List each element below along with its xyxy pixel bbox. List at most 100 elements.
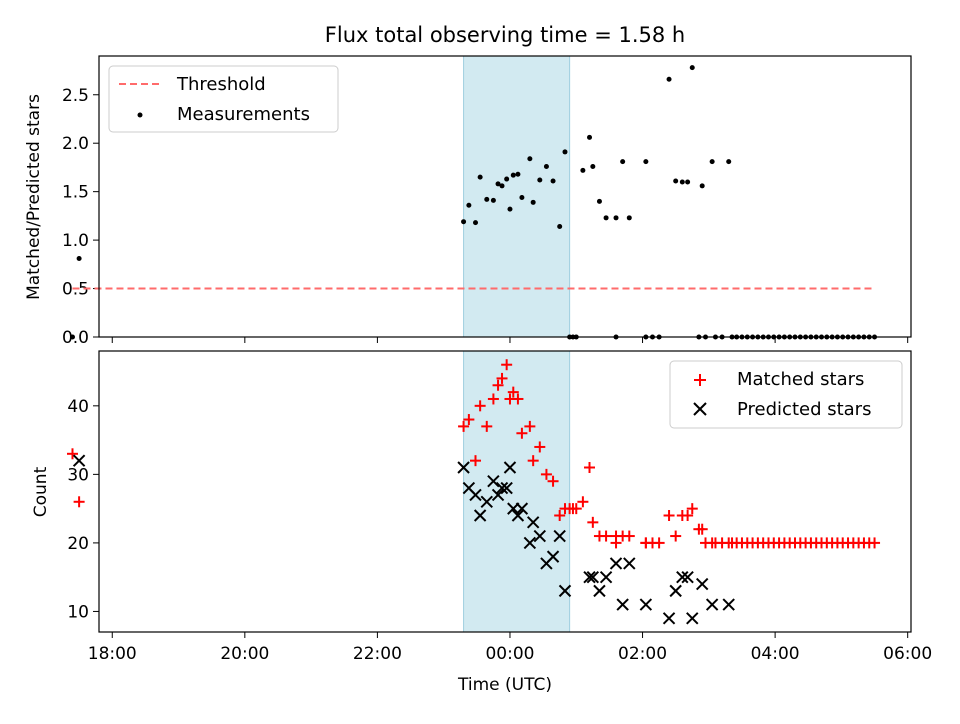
matched-star-point xyxy=(66,448,78,460)
measurement-point xyxy=(550,178,556,184)
measurement-point xyxy=(673,178,679,184)
matched-star-point xyxy=(481,420,493,432)
measurement-point xyxy=(666,76,672,82)
matched-star-point xyxy=(577,496,589,508)
matched-star-point xyxy=(623,530,635,542)
top-y-axis-label: Matched/Predicted stars xyxy=(24,94,44,300)
x-tick-label: 04:00 xyxy=(751,644,800,664)
matched-star-point xyxy=(540,468,552,480)
x-tick-label: 06:00 xyxy=(883,644,932,664)
matched-star-point xyxy=(534,441,546,453)
measurement-point xyxy=(587,134,593,140)
matched-star-point xyxy=(700,537,712,549)
predicted-star-point xyxy=(583,570,596,584)
predicted-star-point xyxy=(495,481,509,495)
predicted-star-point xyxy=(722,598,735,611)
ratio-panel: Flux total observing time = 1.58 h Match… xyxy=(24,23,912,348)
chart-title: Flux total observing time = 1.58 h xyxy=(325,23,685,47)
x-tick-label: 18:00 xyxy=(88,644,137,664)
matched-star-point xyxy=(463,414,475,426)
measurement-point xyxy=(543,163,549,169)
bottom-plot-area: 10 20 30 40 18:00 20:00 22:00 00:00 02:00 04:00 06… xyxy=(66,350,932,664)
count-panel: Count Time (UTC) 10 20 30 40 18:00 20:00 22:00… xyxy=(31,350,932,695)
matched-star-point xyxy=(507,386,519,398)
measurement-point xyxy=(613,215,619,221)
predicted-star-point xyxy=(546,550,560,563)
measurement-point xyxy=(473,220,479,226)
y-tick-label: 10 xyxy=(67,602,89,622)
threshold-legend-label: Threshold xyxy=(176,74,266,95)
y-tick-label: 0.0 xyxy=(62,328,89,348)
matched-star-point xyxy=(567,503,579,515)
matched-legend-swatch xyxy=(694,374,706,386)
measurement-point xyxy=(499,183,505,189)
predicted-star-point xyxy=(669,584,682,598)
predicted-star-point xyxy=(511,509,525,522)
predicted-star-point xyxy=(480,495,493,508)
measurement-point xyxy=(510,172,516,178)
bottom-y-axis-label: Count xyxy=(31,466,51,517)
matched-star-point xyxy=(458,420,470,432)
y-tick-label: 2.0 xyxy=(62,134,89,154)
y-tick-label: 40 xyxy=(67,397,89,417)
measurement-point xyxy=(590,163,596,169)
matched-star-point xyxy=(487,393,499,405)
x-tick-label: 02:00 xyxy=(618,644,667,664)
measurement-point xyxy=(537,177,543,183)
measurement-point xyxy=(557,224,563,230)
measurement-point xyxy=(580,167,586,173)
measurement-point xyxy=(562,149,568,155)
matched-star-point xyxy=(501,359,513,371)
predicted-star-point xyxy=(686,612,699,625)
measurements-legend-swatch xyxy=(137,112,143,118)
predicted-star-point xyxy=(72,454,86,467)
top-legend: Threshold Measurements xyxy=(108,65,339,133)
predicted-star-point xyxy=(553,529,566,543)
measurement-point xyxy=(477,174,483,180)
shaded-span xyxy=(463,55,571,338)
matched-star-point xyxy=(600,530,612,542)
y-tick-label: 1.5 xyxy=(62,183,89,203)
predicted-legend-label: Predicted stars xyxy=(737,399,871,420)
measurement-point xyxy=(626,215,632,221)
y-tick-label: 2.5 xyxy=(62,86,89,106)
predicted-star-point xyxy=(639,598,653,611)
predicted-star-point xyxy=(593,584,606,598)
measurement-point xyxy=(596,198,602,204)
measurement-point xyxy=(515,171,521,177)
matched-legend-label: Matched stars xyxy=(737,369,864,390)
measurement-point xyxy=(519,194,525,200)
matched-star-point xyxy=(653,537,665,549)
measurement-point xyxy=(495,181,501,187)
matched-star-point xyxy=(516,427,528,439)
y-tick-label: 1.0 xyxy=(62,231,89,251)
measurements-legend-label: Measurements xyxy=(177,104,310,125)
measurement-point xyxy=(507,206,513,212)
x-tick-label: 22:00 xyxy=(353,644,402,664)
matched-star-point xyxy=(682,509,694,521)
measurement-point xyxy=(620,159,626,165)
x-axis-label: Time (UTC) xyxy=(457,675,552,695)
bottom-legend-frame xyxy=(669,360,903,429)
measurement-point xyxy=(679,179,685,185)
shaded-span xyxy=(463,350,571,633)
measurement-point xyxy=(461,219,467,225)
matched-star-point xyxy=(547,475,559,487)
predicted-star-point xyxy=(705,598,719,611)
predicted-star-point xyxy=(662,612,676,625)
measurement-point xyxy=(603,215,609,221)
matched-star-point xyxy=(527,455,539,467)
predicted-star-point xyxy=(616,598,629,611)
measurement-point xyxy=(76,256,82,262)
measurement-point xyxy=(643,159,649,165)
matched-star-point xyxy=(512,393,524,405)
measurement-point xyxy=(466,202,472,208)
matched-star-point xyxy=(470,455,482,467)
matched-star-point xyxy=(73,496,85,508)
matched-star-point xyxy=(492,379,504,391)
matched-star-point xyxy=(610,530,622,542)
predicted-star-point xyxy=(469,488,482,502)
matched-star-point xyxy=(496,372,508,384)
measurement-point xyxy=(726,159,732,165)
